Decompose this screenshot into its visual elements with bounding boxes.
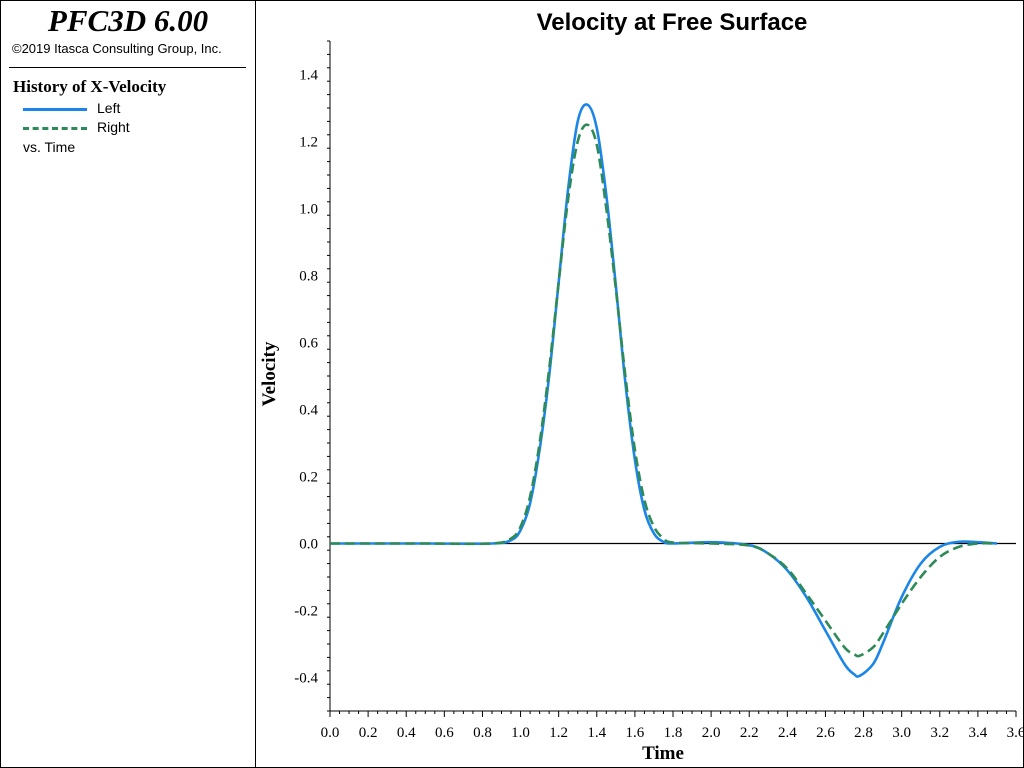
y-axis-label: Velocity — [259, 341, 280, 406]
legend-swatch-left — [23, 108, 87, 111]
x-tick-label: 3.4 — [969, 725, 988, 741]
legend-vs-label: vs. Time — [23, 139, 76, 155]
x-tick-label: 0.0 — [321, 725, 340, 741]
x-tick-label: 0.4 — [397, 725, 416, 741]
x-axis-label: Time — [642, 743, 684, 764]
legend-label-left: Left — [97, 100, 121, 116]
velocity-chart: -0.4 -0.2 0.0 0.2 0.4 0.6 0.8 1.0 1.2 1.4 0.0 0.2 0.… — [259, 40, 1023, 764]
y-tick-label: 0.0 — [299, 537, 318, 553]
x-tick-label: 3.0 — [892, 725, 911, 741]
x-tick-label: 1.4 — [587, 725, 606, 741]
x-tick-label: 1.2 — [549, 725, 568, 741]
x-tick-label: 2.2 — [740, 725, 759, 741]
x-tick-label: 0.2 — [359, 725, 378, 741]
chart-area: -0.4 -0.2 0.0 0.2 0.4 0.6 0.8 1.0 1.2 1.4 0.0 0.2 0.… — [257, 1, 1023, 767]
legend-title: History of X-Velocity — [13, 77, 167, 96]
app-title: PFC3D 6.00 — [47, 3, 209, 38]
y-tick-label: 1.2 — [299, 135, 318, 151]
copyright-notice: ©2019 Itasca Consulting Group, Inc. — [12, 41, 222, 56]
x-tick-label: 3.2 — [930, 725, 949, 741]
x-tick-label: 0.6 — [435, 725, 454, 741]
y-tick-label: -0.4 — [294, 671, 318, 687]
x-tick-label: 2.0 — [702, 725, 721, 741]
x-tick-label: 1.8 — [664, 725, 683, 741]
y-tick-label: -0.2 — [294, 604, 318, 620]
x-tick-label: 2.4 — [778, 725, 797, 741]
chart-title: Velocity at Free Surface — [536, 9, 808, 36]
legend-swatch-right — [23, 127, 87, 130]
series-line-left — [330, 103, 998, 678]
series-line-right — [330, 123, 997, 658]
x-tick-label: 1.6 — [626, 725, 645, 741]
y-tick-label: 1.4 — [299, 68, 318, 84]
legend-divider — [9, 67, 246, 68]
y-tick-label: 0.2 — [299, 470, 318, 486]
x-tick-label: 3.6 — [1007, 725, 1023, 741]
y-tick-label: 1.0 — [299, 202, 318, 218]
legend-label-right: Right — [97, 119, 130, 135]
legend-panel: PFC3D 6.00 ©2019 Itasca Consulting Group… — [1, 1, 256, 767]
y-tick-label: 0.6 — [299, 336, 318, 352]
x-tick-label: 2.6 — [816, 725, 835, 741]
y-tick-label: 0.8 — [299, 269, 318, 285]
x-tick-label: 0.8 — [473, 725, 492, 741]
y-tick-label: 0.4 — [299, 403, 318, 419]
x-tick-label: 1.0 — [511, 725, 530, 741]
x-tick-label: 2.8 — [854, 725, 873, 741]
